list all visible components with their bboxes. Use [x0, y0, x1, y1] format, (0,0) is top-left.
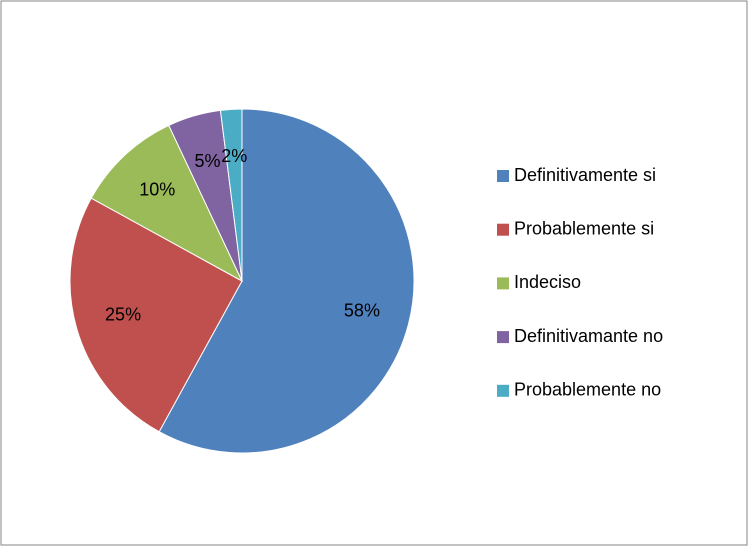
data-label: 2% — [221, 146, 247, 166]
legend-swatch — [497, 384, 509, 397]
data-label: 58% — [344, 301, 380, 321]
legend-label: Probablemente si — [514, 218, 654, 238]
pie-slice — [69, 197, 243, 433]
data-label: 5% — [194, 151, 220, 171]
legend-label: Indeciso — [514, 272, 581, 292]
pie-slice — [219, 108, 243, 282]
legend-swatch — [497, 223, 509, 236]
legend-swatch — [497, 170, 509, 182]
data-label: 10% — [139, 179, 175, 199]
legend-label: Definitivamente si — [514, 165, 656, 185]
pie-slice — [90, 124, 244, 283]
data-label: 25% — [105, 304, 141, 324]
legend-swatch — [497, 331, 509, 344]
pie-slice — [158, 108, 415, 454]
legend-label: Probablemente no — [514, 380, 661, 400]
legend-swatch — [497, 277, 509, 290]
legend-label: Definitivamante no — [514, 326, 663, 346]
